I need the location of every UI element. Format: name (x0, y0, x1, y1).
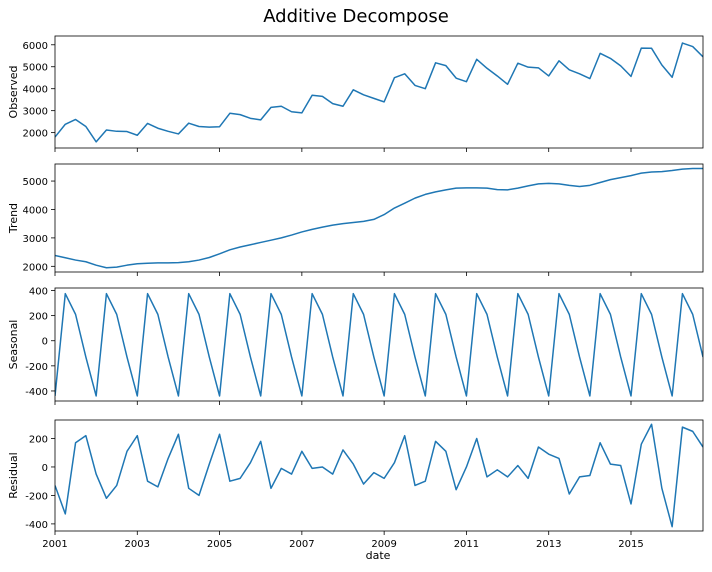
panel-frame (54, 163, 704, 273)
y-tick-label: -400 (25, 520, 48, 531)
panel-seasonal: -400 -200 0 200 400 Seasonal (7, 287, 704, 405)
panel-frame (54, 35, 704, 149)
y-tick-label: -400 (25, 387, 48, 398)
x-tick-label: 2015 (618, 539, 643, 550)
series-line-observed (55, 42, 703, 143)
x-tick-label: 2007 (289, 539, 314, 550)
y-tick-label: 400 (29, 287, 48, 298)
x-tick-label: 2001 (42, 539, 67, 550)
panels-group: 20003000400050006000Observed200030004000… (7, 35, 704, 550)
x-tick-label: 2011 (454, 539, 479, 550)
y-tick-label: 200 (29, 312, 48, 323)
y-tick-label: 4000 (23, 85, 48, 96)
y-tick-label: 5000 (23, 177, 48, 188)
y-axis-label-observed: Observed (7, 66, 20, 119)
y-axis-label-trend: Trend (7, 203, 20, 234)
panel-frame (54, 287, 704, 402)
y-tick-label: 4000 (23, 205, 48, 216)
y-tick-label: 3000 (23, 107, 48, 118)
y-axis-label-seasonal: Seasonal (7, 320, 20, 370)
panel-observed: 2000 3000 4000 5000 6000 Observed (7, 35, 704, 152)
x-tick-label: 2013 (536, 539, 561, 550)
chart-title: Additive Decompose (263, 6, 449, 27)
y-tick-label: 3000 (23, 234, 48, 245)
panel-residual: -400 -200 0 200 Residual 2001 2003 2005 2007 2009… (7, 419, 704, 550)
series-line-trend (55, 167, 703, 269)
x-tick-label: 2005 (207, 539, 232, 550)
x-tick-label: 2003 (125, 539, 150, 550)
y-tick-label: 200 (29, 435, 48, 446)
y-tick-label: 0 (42, 463, 48, 474)
y-tick-label: 5000 (23, 63, 48, 74)
series-line-residual (55, 423, 703, 528)
y-tick-label: 6000 (23, 41, 48, 52)
panel-frame (54, 419, 704, 532)
series-line-seasonal (55, 292, 703, 397)
x-tick-label: 2009 (371, 539, 396, 550)
y-tick-label: -200 (25, 491, 48, 502)
y-tick-label: -200 (25, 362, 48, 373)
y-tick-label: 2000 (23, 129, 48, 140)
y-tick-label: 2000 (23, 262, 48, 273)
x-axis-label: date (366, 549, 391, 562)
y-axis-label-residual: Residual (7, 452, 20, 498)
y-tick-label: 0 (42, 337, 48, 348)
panel-trend: 2000 3000 4000 5000 Trend (7, 163, 704, 276)
